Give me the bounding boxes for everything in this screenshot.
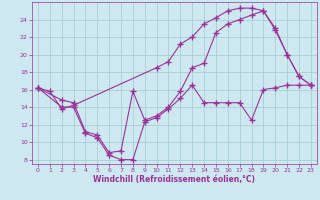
X-axis label: Windchill (Refroidissement éolien,°C): Windchill (Refroidissement éolien,°C) <box>93 175 255 184</box>
